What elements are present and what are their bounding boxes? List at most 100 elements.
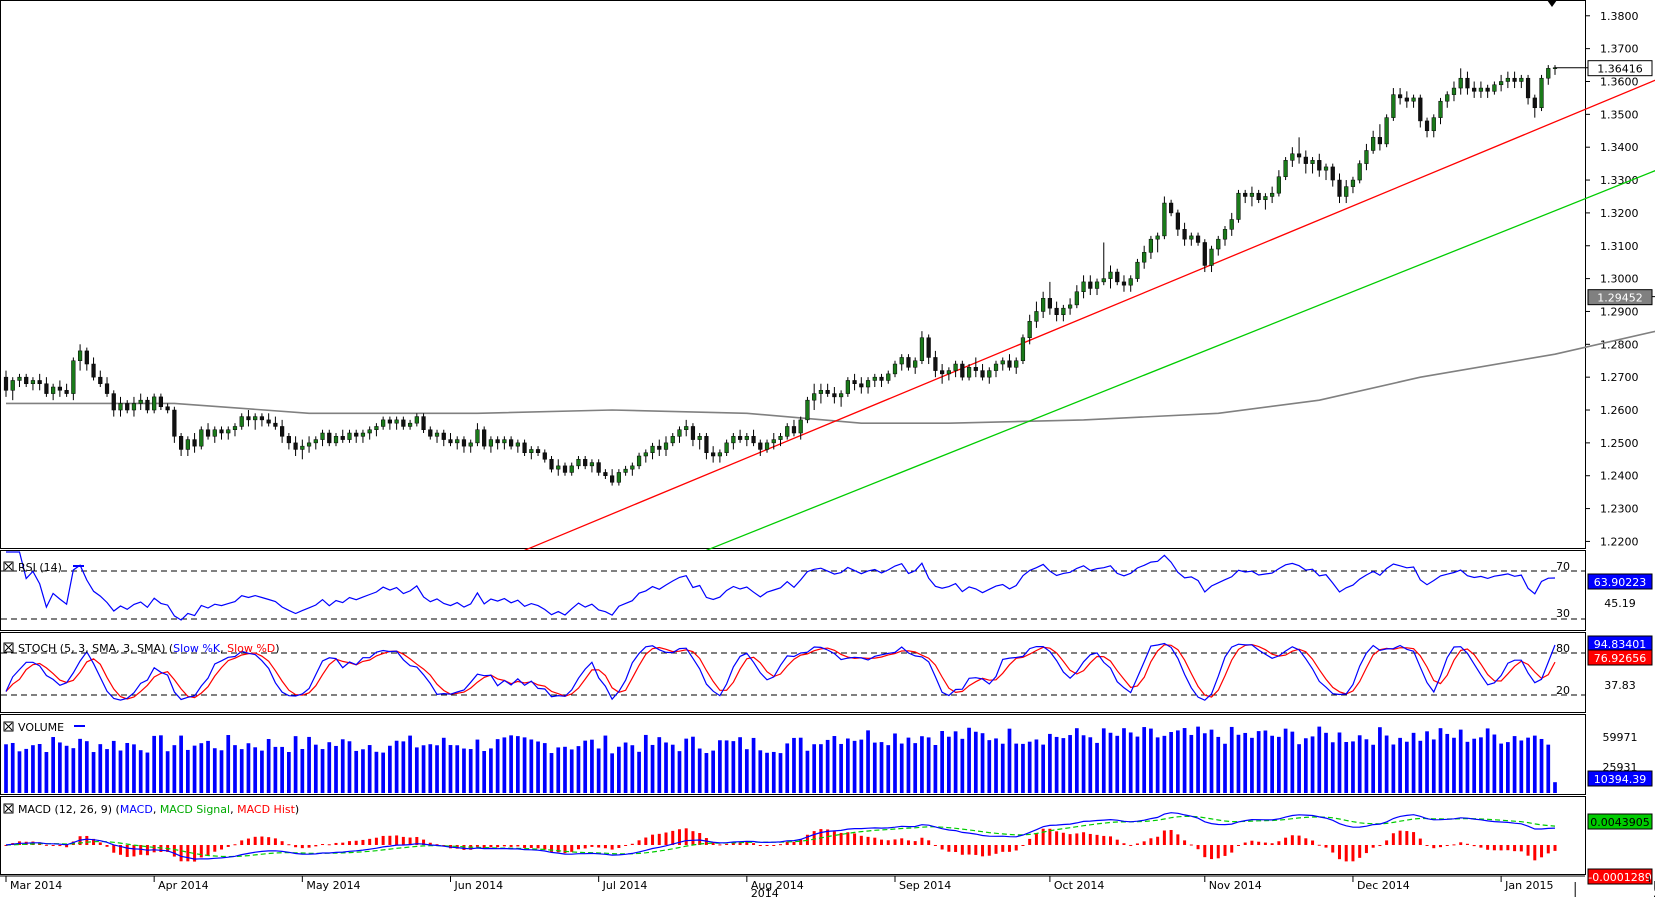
month-label: Jun 2014 [453, 879, 503, 892]
volume-bar [1054, 736, 1059, 793]
candle [387, 416, 392, 430]
macd-hist-bar [677, 829, 681, 845]
candle [1337, 173, 1342, 204]
volume-bar [1202, 733, 1207, 793]
rsi-level-70-label: 70 [1556, 560, 1570, 573]
macd-hist-bar [125, 845, 129, 857]
macd-hist-bar [118, 845, 122, 855]
price-tick-label: 1.3100 [1600, 240, 1639, 253]
candle [158, 393, 164, 411]
volume-bar [1310, 736, 1315, 793]
volume-bar [926, 737, 931, 793]
month-label: Feb 2015 [1653, 879, 1655, 892]
volume-bar [711, 750, 716, 793]
candle [1552, 65, 1558, 75]
candle [354, 429, 359, 443]
candle [367, 426, 372, 440]
candle [993, 360, 999, 378]
macd-hist-bar [4, 845, 8, 846]
candle [1539, 74, 1544, 112]
macd-hist-bar [1162, 830, 1166, 845]
volume-bar [886, 745, 891, 793]
macd-hist-bar [1230, 845, 1234, 853]
price-axis: 1.3800 1.3700 1.3600 1.3500 1.3400 1.3300 1.32… [1585, 10, 1639, 548]
candle [1270, 186, 1275, 204]
candle [91, 357, 96, 381]
volume-bar [367, 745, 372, 793]
volume-bar [751, 737, 756, 793]
ma-value-box: 1.29452 [1587, 289, 1653, 306]
macd-hist-bar [516, 845, 520, 847]
candle [839, 390, 844, 407]
candle [340, 429, 345, 443]
macd-hist-bar [428, 842, 432, 845]
macd-hist-bar [1061, 832, 1065, 845]
volume-bar [273, 746, 278, 793]
macd-hist-bar [1540, 845, 1544, 858]
candle [1209, 245, 1214, 273]
macd-hist-bar [906, 840, 910, 845]
volume-bar [1384, 735, 1389, 793]
volume-bar [872, 742, 877, 793]
candle [926, 334, 931, 365]
macd-hist-bar [1337, 845, 1341, 860]
candle [1195, 232, 1201, 246]
volume-bar [1532, 735, 1537, 793]
macd-hist-bar [1317, 844, 1321, 846]
volume-bar [185, 749, 190, 793]
price-tick-label: 1.2500 [1600, 437, 1639, 450]
volume-bar [1027, 741, 1032, 793]
volume-bar [313, 744, 318, 793]
candle [1162, 196, 1167, 240]
macd-hist-bar [1183, 840, 1187, 845]
macd-hist-bar [691, 831, 695, 845]
candle [502, 436, 507, 450]
stoch-k-value-text: 94.83401 [1594, 638, 1647, 651]
candle [226, 426, 231, 440]
volume-bar [1512, 736, 1517, 793]
macd-hist-bar [206, 845, 210, 856]
volume-bar [495, 739, 500, 793]
price-tick-label: 1.2400 [1600, 470, 1639, 483]
volume-bar [1149, 728, 1153, 793]
candle [482, 426, 487, 450]
macd-hist-bar [536, 845, 540, 849]
candle [44, 377, 49, 397]
macd-hist-bar [1129, 844, 1133, 846]
macd-hist-bar [395, 835, 399, 845]
macd-hist-bar [287, 844, 291, 846]
macd-hist-bar [1176, 834, 1180, 845]
volume-bar [287, 751, 291, 793]
macd-hist-bar [361, 839, 365, 845]
macd-hist-bar [401, 836, 405, 845]
candle [192, 433, 197, 453]
candle [205, 423, 211, 440]
macd-hist-bar [718, 844, 722, 846]
candle [1202, 239, 1207, 273]
rsi-panel: RSI (14) 70 30 45.19 63.90223 [0, 550, 1653, 631]
candle [717, 449, 722, 463]
candle [280, 419, 285, 443]
volume-bar [138, 750, 143, 793]
macd-hist-bar [603, 845, 607, 849]
candle [616, 469, 621, 486]
candle [1027, 314, 1032, 345]
macd-hist-bar [85, 835, 89, 845]
macd-hist-bar [1358, 845, 1362, 858]
macd-hist-bar [422, 839, 426, 845]
candle [84, 347, 89, 371]
volume-bar [266, 739, 271, 793]
macd-hist-bar [1297, 835, 1301, 845]
candle [1007, 354, 1012, 371]
macd-hist-bar [1156, 836, 1160, 845]
volume-bar [522, 737, 527, 793]
volume-bar [1182, 728, 1187, 793]
volume-bar [1000, 743, 1005, 793]
candle [98, 370, 103, 388]
volume-bar [1128, 732, 1133, 793]
volume-bar [1041, 744, 1046, 793]
macd-hist-bar [583, 845, 587, 849]
macd-hist-bar [839, 832, 843, 845]
candle [899, 354, 904, 371]
volume-bar [192, 745, 197, 793]
